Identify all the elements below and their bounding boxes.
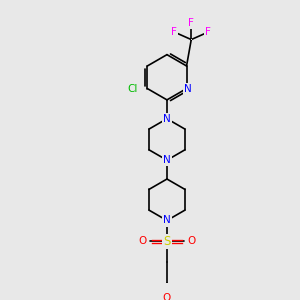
Text: Cl: Cl xyxy=(128,84,138,94)
Text: O: O xyxy=(188,236,196,246)
Text: N: N xyxy=(163,155,171,165)
Text: N: N xyxy=(163,114,171,124)
Text: N: N xyxy=(163,215,171,226)
Text: F: F xyxy=(205,27,211,37)
Text: C: C xyxy=(191,39,192,40)
Text: O: O xyxy=(138,236,146,246)
Text: O: O xyxy=(163,293,171,300)
Text: F: F xyxy=(188,18,194,28)
Text: N: N xyxy=(184,84,191,94)
Text: F: F xyxy=(171,27,177,37)
Text: S: S xyxy=(163,235,171,248)
